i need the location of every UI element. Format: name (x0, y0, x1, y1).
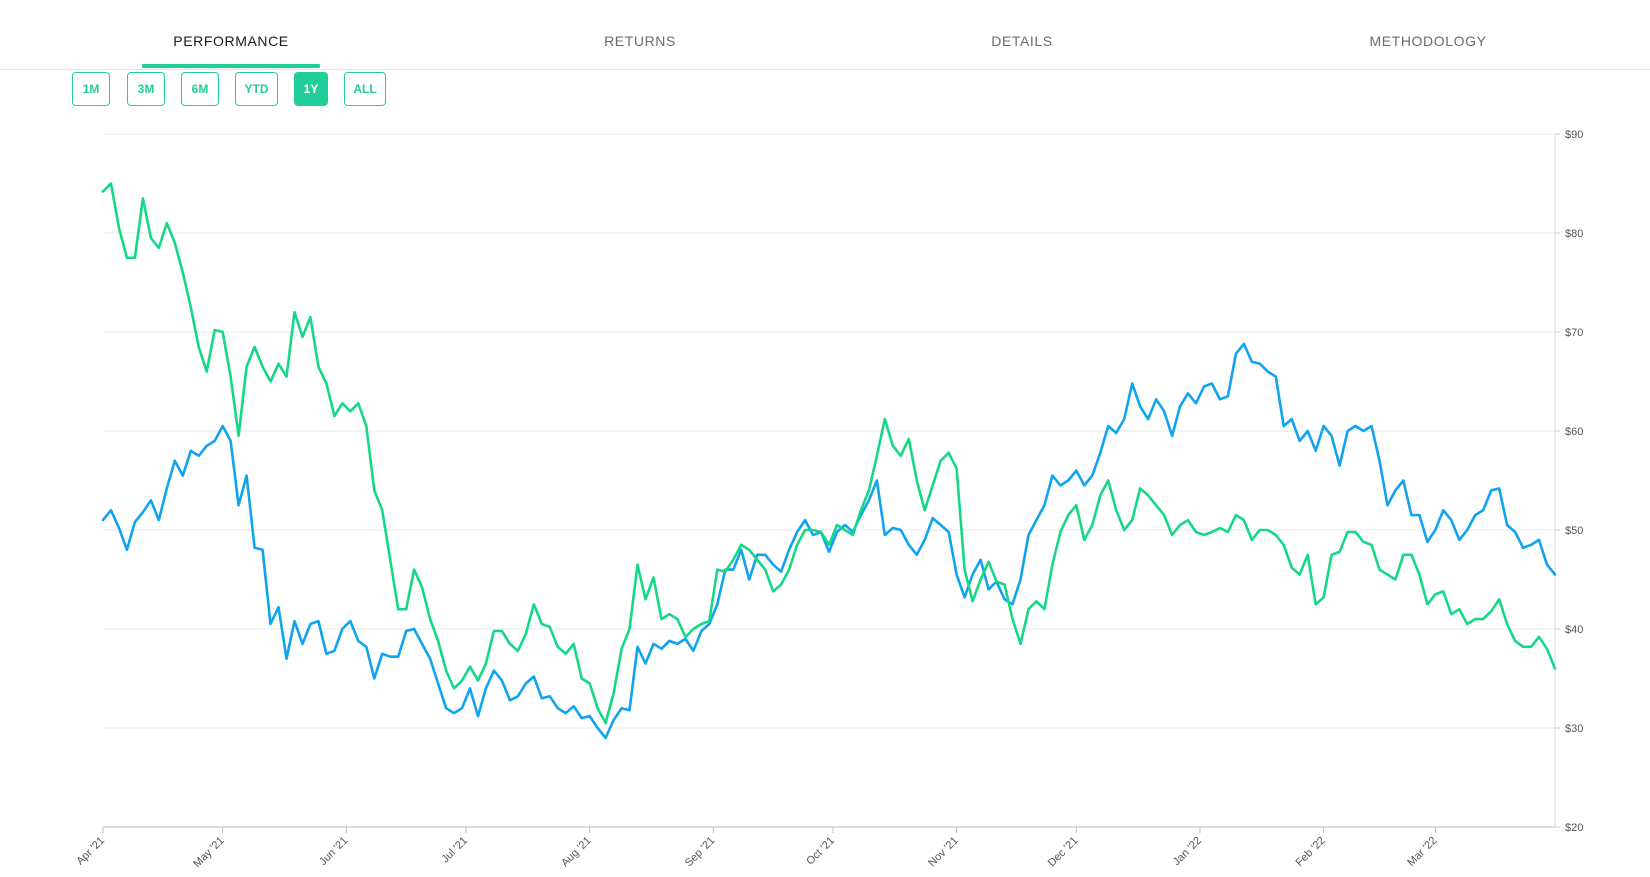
y-tick-label: $90 (1565, 129, 1583, 141)
x-tick-label: Jan '22 (1171, 835, 1204, 868)
y-tick-label: $30 (1565, 723, 1583, 735)
tab-bar: PERFORMANCE RETURNS DETAILS METHODOLOGY (0, 0, 1650, 70)
x-tick-label: Dec '21 (1046, 835, 1081, 870)
x-tick-label: Apr '21 (74, 835, 107, 868)
x-axis: Apr '21 May '21 Jun '21 Jul '21 Aug '21 Sep '… (74, 826, 1555, 870)
x-tick-label: Aug '21 (559, 835, 594, 870)
y-tick-label: $20 (1565, 822, 1583, 834)
range-3m-button[interactable]: 3M (127, 72, 165, 106)
tab-details[interactable]: DETAILS (991, 33, 1053, 49)
x-tick-label: May '21 (191, 835, 226, 870)
range-6m-button[interactable]: 6M (181, 72, 219, 106)
y-tick-label: $70 (1565, 327, 1583, 339)
x-tick-label: Jun '21 (317, 835, 350, 868)
series-line-1 (101, 342, 1557, 740)
chart-series (101, 182, 1557, 740)
active-tab-indicator (142, 64, 320, 68)
range-all-button[interactable]: ALL (344, 72, 386, 106)
y-tick-label: $50 (1565, 525, 1583, 537)
range-ytd-button[interactable]: YTD (235, 72, 278, 106)
x-tick-label: Sep '21 (683, 835, 718, 870)
x-tick-label: Feb '22 (1294, 835, 1328, 869)
y-tick-label: $40 (1565, 624, 1583, 636)
y-axis: $90 $80 $70 $60 $50 $40 $30 $20 (1554, 129, 1583, 834)
tab-methodology[interactable]: METHODOLOGY (1369, 33, 1487, 49)
tab-performance[interactable]: PERFORMANCE (173, 33, 289, 49)
tab-returns[interactable]: RETURNS (604, 33, 676, 49)
x-tick-label: Oct '21 (804, 835, 837, 868)
y-tick-label: $60 (1565, 426, 1583, 438)
series-line-2 (101, 182, 1557, 725)
chart-grid (103, 133, 1555, 828)
x-tick-label: Mar '22 (1405, 835, 1439, 869)
range-1y-button[interactable]: 1Y (294, 72, 328, 106)
range-1m-button[interactable]: 1M (72, 72, 110, 106)
x-tick-label: Jul '21 (439, 835, 470, 866)
x-tick-label: Nov '21 (926, 835, 961, 870)
y-tick-label: $80 (1565, 228, 1583, 240)
